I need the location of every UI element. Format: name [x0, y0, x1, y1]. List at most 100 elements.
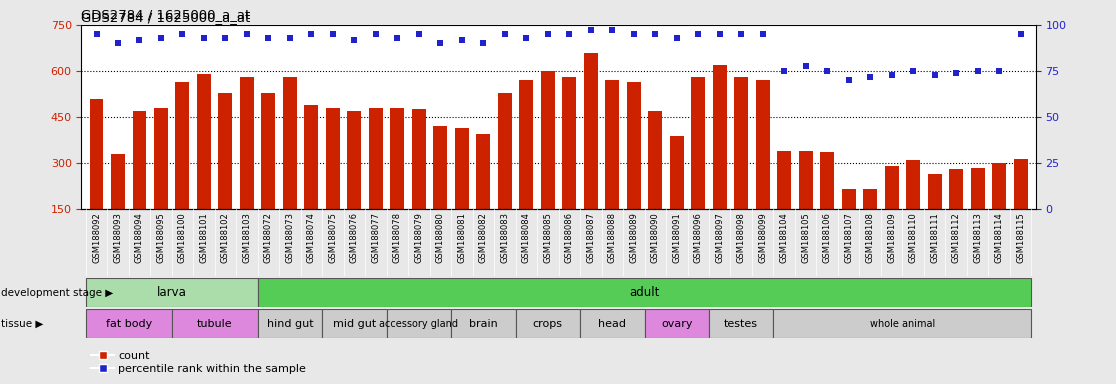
Bar — [219, 93, 232, 255]
Text: GSM188107: GSM188107 — [844, 212, 853, 263]
Point — [581, 27, 599, 33]
Bar — [305, 105, 318, 255]
Point — [217, 35, 234, 41]
Text: testes: testes — [724, 318, 758, 329]
Bar — [885, 166, 898, 255]
Bar — [841, 189, 856, 255]
Point — [281, 35, 299, 41]
Point — [904, 68, 922, 74]
Point — [388, 35, 406, 41]
Point — [131, 36, 148, 43]
Bar — [799, 151, 812, 255]
Bar — [584, 53, 598, 255]
Bar — [773, 309, 1031, 338]
Text: GSM188085: GSM188085 — [543, 212, 552, 263]
Text: GSM188089: GSM188089 — [629, 212, 638, 263]
Bar — [433, 126, 448, 255]
Text: GSM188083: GSM188083 — [500, 212, 509, 263]
Text: GSM188078: GSM188078 — [393, 212, 402, 263]
Bar — [323, 309, 386, 338]
Text: GSM188109: GSM188109 — [887, 212, 896, 263]
Text: GSM188072: GSM188072 — [264, 212, 273, 263]
Bar — [756, 80, 770, 255]
Text: GSM188087: GSM188087 — [586, 212, 595, 263]
Text: GSM188113: GSM188113 — [973, 212, 982, 263]
Text: mid gut: mid gut — [333, 318, 376, 329]
Text: GSM188104: GSM188104 — [780, 212, 789, 263]
Bar — [498, 93, 512, 255]
Point — [776, 68, 793, 74]
Bar — [258, 309, 323, 338]
Point — [474, 40, 492, 46]
Bar — [562, 77, 576, 255]
Text: GSM188106: GSM188106 — [822, 212, 831, 263]
Point — [518, 35, 536, 41]
Text: GSM188079: GSM188079 — [414, 212, 423, 263]
Bar — [713, 65, 727, 255]
Point — [152, 35, 170, 41]
Bar — [455, 128, 469, 255]
Text: tubule: tubule — [196, 318, 232, 329]
Text: GSM188080: GSM188080 — [436, 212, 445, 263]
Text: development stage ▶: development stage ▶ — [1, 288, 114, 298]
Point — [990, 68, 1008, 74]
Text: hind gut: hind gut — [267, 318, 314, 329]
Text: GSM188110: GSM188110 — [908, 212, 917, 263]
Bar — [347, 111, 362, 255]
Text: GDS2784 / 1625000_a_at: GDS2784 / 1625000_a_at — [81, 8, 251, 21]
Text: GSM188073: GSM188073 — [286, 212, 295, 263]
Bar — [258, 278, 1031, 307]
Point — [346, 36, 364, 43]
Bar — [326, 108, 340, 255]
Text: GSM188075: GSM188075 — [328, 212, 337, 263]
Point — [410, 31, 427, 37]
Point — [174, 31, 192, 37]
Bar — [386, 309, 451, 338]
Point — [969, 68, 987, 74]
Bar — [670, 136, 684, 255]
Bar — [927, 174, 942, 255]
Point — [453, 36, 471, 43]
Bar — [863, 189, 877, 255]
Text: GSM188103: GSM188103 — [242, 212, 251, 263]
Text: ovary: ovary — [661, 318, 693, 329]
Text: GSM188097: GSM188097 — [715, 212, 724, 263]
Text: GSM188082: GSM188082 — [479, 212, 488, 263]
Bar — [86, 309, 172, 338]
Bar — [110, 154, 125, 255]
Bar — [734, 77, 748, 255]
Text: GSM188112: GSM188112 — [952, 212, 961, 263]
Text: GSM188094: GSM188094 — [135, 212, 144, 263]
Bar — [451, 309, 516, 338]
Bar — [820, 152, 834, 255]
Bar — [1013, 159, 1028, 255]
Point — [238, 31, 256, 37]
Text: GSM188101: GSM188101 — [200, 212, 209, 263]
Bar — [627, 82, 641, 255]
Bar — [477, 134, 490, 255]
Text: GSM188105: GSM188105 — [801, 212, 810, 263]
Text: brain: brain — [469, 318, 498, 329]
Point — [87, 31, 105, 37]
Point — [432, 40, 450, 46]
Text: GSM188093: GSM188093 — [114, 212, 123, 263]
Point — [496, 31, 513, 37]
Bar — [412, 109, 426, 255]
Bar — [709, 309, 773, 338]
Point — [667, 35, 685, 41]
Bar — [261, 93, 276, 255]
Text: GSM188114: GSM188114 — [994, 212, 1003, 263]
Point — [109, 40, 127, 46]
Text: GSM188108: GSM188108 — [866, 212, 875, 263]
Text: GSM188111: GSM188111 — [930, 212, 940, 263]
Point — [604, 27, 622, 33]
Text: GSM188096: GSM188096 — [694, 212, 703, 263]
Text: GSM188100: GSM188100 — [177, 212, 187, 263]
Text: adult: adult — [629, 286, 660, 299]
Text: GSM188084: GSM188084 — [522, 212, 531, 263]
Bar — [992, 163, 1007, 255]
Point — [625, 31, 643, 37]
Bar — [175, 82, 190, 255]
Bar — [198, 74, 211, 255]
Text: GSM188077: GSM188077 — [372, 212, 381, 263]
